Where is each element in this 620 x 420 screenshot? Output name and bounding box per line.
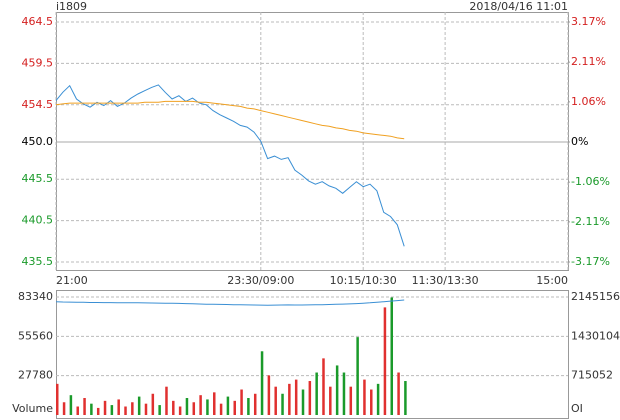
x-tick-label: 10:15/10:30 <box>330 274 397 287</box>
volume-label: Volume <box>12 402 53 415</box>
volume-bar <box>260 351 264 415</box>
volume-bar <box>370 389 373 415</box>
y2-tick-label: 3.17% <box>571 15 606 28</box>
x-tick-label: 15:00 <box>536 274 568 287</box>
x-tick-label: 23:30/09:00 <box>227 274 294 287</box>
volume-bar <box>199 395 202 415</box>
price-line <box>55 100 405 140</box>
volume-bar <box>329 386 332 415</box>
volume-bar <box>76 406 79 415</box>
volume-bar <box>404 381 407 415</box>
volume-frame <box>56 290 569 419</box>
y2-tick-label: -3.17% <box>571 255 610 268</box>
volume-bar <box>192 402 196 415</box>
volume-bar <box>315 372 318 415</box>
volume-bar <box>131 402 134 415</box>
volume-bar <box>363 379 366 415</box>
y-tick-label: 435.5 <box>22 255 54 268</box>
volume-bar <box>151 393 155 415</box>
y-tick-label: 459.5 <box>22 56 54 69</box>
volume-bar <box>294 379 298 415</box>
volume-bar <box>83 398 86 415</box>
y2-tick-label: 1430104 <box>571 329 620 342</box>
y-tick-label: 445.5 <box>22 172 54 185</box>
volume-bar <box>206 399 209 415</box>
timestamp: 2018/04/16 11:01 <box>469 0 568 13</box>
volume-bar <box>342 372 346 415</box>
volume-bar <box>124 406 127 415</box>
y2-tick-label: 2145156 <box>571 290 620 303</box>
volume-bar <box>322 358 325 415</box>
volume-bar <box>69 395 73 415</box>
y2-tick-label: 0% <box>571 135 588 148</box>
symbol: i1809 <box>56 0 87 13</box>
y-tick-label: 450.0 <box>22 135 54 148</box>
volume-bar <box>253 393 257 415</box>
volume-bar <box>56 383 59 415</box>
volume-bar <box>233 400 236 415</box>
y2-tick-label: 1.06% <box>571 95 606 108</box>
volume-bar <box>376 383 380 415</box>
volume-bar <box>281 393 284 415</box>
volume-bar <box>247 398 250 415</box>
y2-tick-label: -1.06% <box>571 175 610 188</box>
y-tick-label: 464.5 <box>22 15 54 28</box>
volume-bar <box>274 386 277 415</box>
volume-bar <box>390 297 394 415</box>
volume-bar <box>158 405 161 415</box>
volume-bar <box>172 400 175 415</box>
volume-bar <box>308 381 312 415</box>
volume-bar <box>110 405 114 415</box>
volume-bar <box>240 389 243 415</box>
volume-bar <box>301 389 305 415</box>
oi-line <box>55 299 405 306</box>
volume-bar <box>213 392 216 415</box>
volume-bar <box>356 337 359 415</box>
volume-bar <box>165 386 168 415</box>
volume-bar <box>397 372 400 415</box>
volume-bar <box>226 396 230 415</box>
volume-bar <box>117 399 120 415</box>
y-tick-label: 440.5 <box>22 214 54 227</box>
volume-bar <box>288 383 291 415</box>
volume-bar <box>383 307 387 415</box>
volume-bar <box>178 406 182 415</box>
oi-label: OI <box>571 402 583 415</box>
volume-bar <box>90 403 93 415</box>
volume-bar <box>96 407 100 415</box>
y2-tick-label: -2.11% <box>571 215 610 228</box>
y-tick-label: 55560 <box>18 329 53 342</box>
y2-tick-label: 715052 <box>571 369 613 382</box>
volume-bar <box>267 375 271 415</box>
x-tick-label: 11:30/13:30 <box>412 274 479 287</box>
x-tick-label: 21:00 <box>56 274 88 287</box>
volume-bar <box>103 400 107 415</box>
y-tick-label: 454.5 <box>22 98 54 111</box>
y-tick-label: 83340 <box>18 290 53 303</box>
volume-bar <box>335 365 339 415</box>
volume-bar <box>144 403 148 415</box>
volume-bar <box>349 386 353 415</box>
volume-bar <box>62 402 66 415</box>
y-tick-label: 27780 <box>18 369 53 382</box>
price-line <box>55 84 405 247</box>
volume-bar <box>185 398 189 415</box>
volume-bar <box>137 396 141 415</box>
y2-tick-label: 2.11% <box>571 55 606 68</box>
volume-bar <box>219 403 223 415</box>
